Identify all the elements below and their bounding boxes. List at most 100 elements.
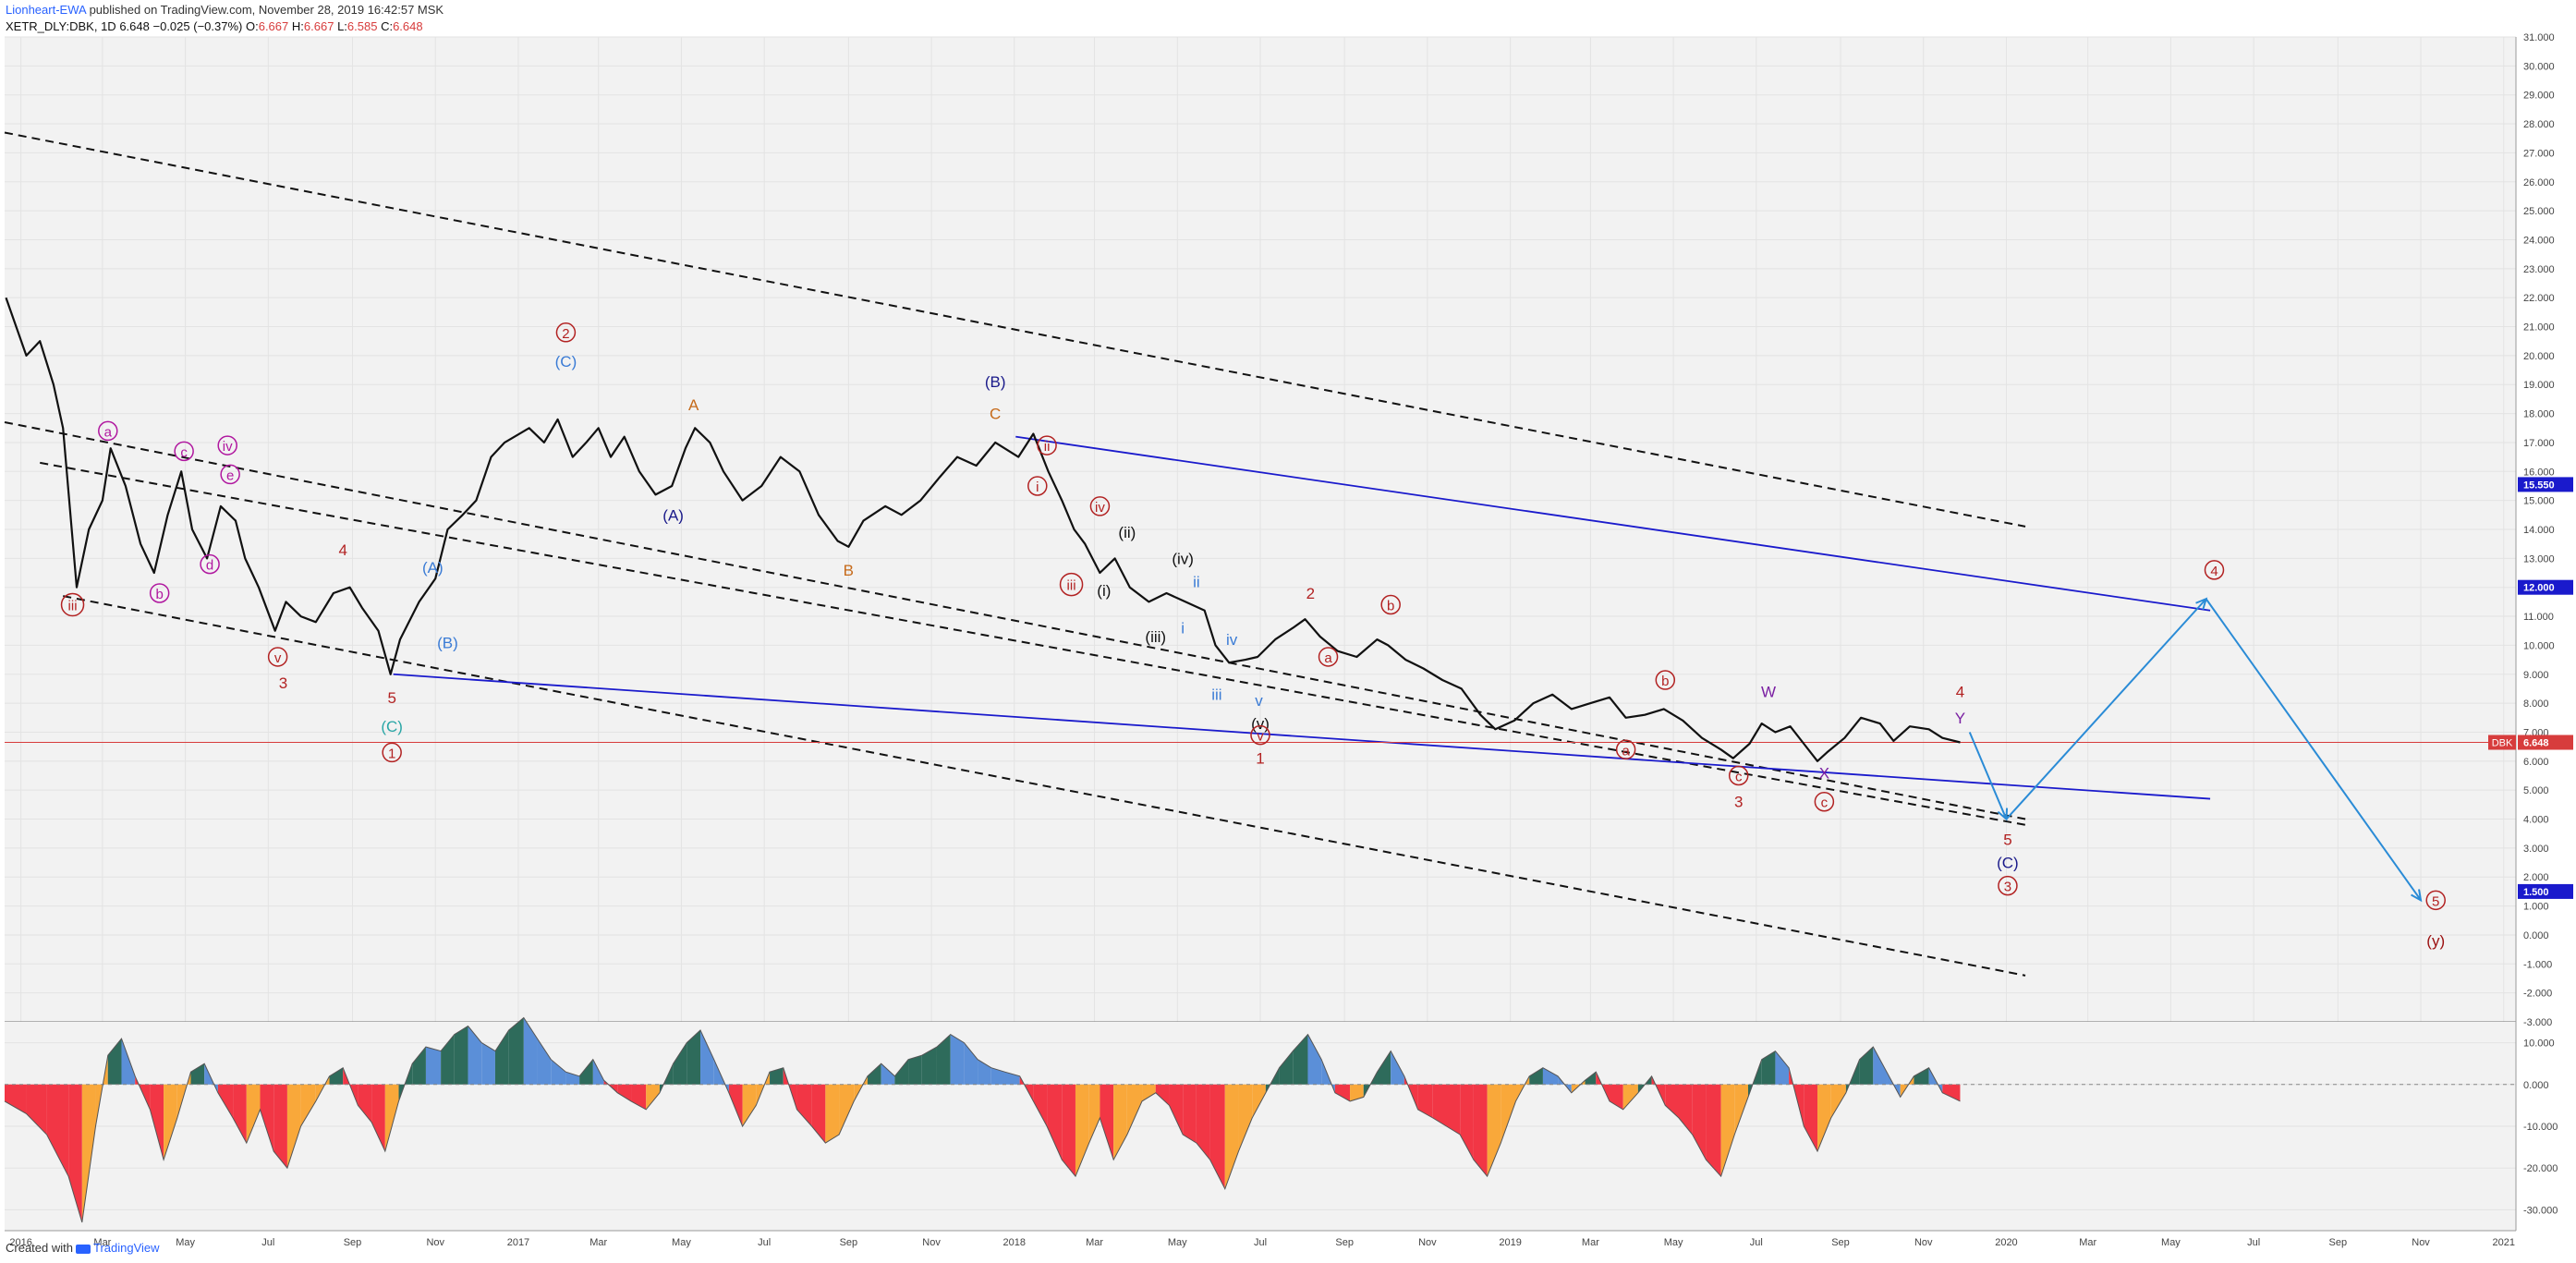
wave-label: e <box>226 468 234 483</box>
osc-area <box>687 1030 701 1085</box>
y-tick-label: 5.000 <box>2523 785 2549 796</box>
osc-area <box>425 1047 442 1085</box>
osc-area <box>1501 1084 1516 1144</box>
wave-label-circle <box>149 583 170 603</box>
wave-label: 2 <box>1306 585 1315 602</box>
wave-label: d <box>206 558 213 574</box>
osc-area <box>700 1030 714 1085</box>
wave-label: a <box>1324 650 1332 666</box>
y-tick-label: -3.000 <box>2523 1017 2552 1028</box>
osc-area <box>508 1017 524 1085</box>
open-label: O: <box>245 19 259 33</box>
osc-area <box>121 1038 136 1085</box>
x-tick-label: Sep <box>1831 1237 1850 1248</box>
y-tick-label: 21.000 <box>2523 322 2555 334</box>
price-tag-bg <box>2518 579 2573 595</box>
x-tick-label: 2017 <box>507 1237 529 1248</box>
price-tag-label: 15.550 <box>2523 480 2555 491</box>
osc-area <box>770 1067 784 1085</box>
osc-area <box>908 1055 922 1085</box>
osc-area <box>673 1042 687 1085</box>
x-tick-label: Jul <box>758 1237 771 1248</box>
osc-area <box>1126 1084 1143 1135</box>
wave-label: (B) <box>985 373 1006 391</box>
y-tick-label: 2.000 <box>2523 872 2549 883</box>
wave-label: b <box>155 587 163 602</box>
osc-area <box>1596 1072 1610 1101</box>
wave-label: v <box>1255 692 1263 710</box>
wave-label-circle <box>1027 476 1048 496</box>
wave-label: iii <box>1067 578 1076 594</box>
author-link[interactable]: Lionheart-EWA <box>6 3 86 17</box>
symbol-name[interactable]: XETR_DLY:DBK, 1D <box>6 19 116 33</box>
osc-area <box>1817 1084 1831 1152</box>
price-tag-bg <box>2518 883 2573 899</box>
wave-label: 3 <box>279 674 287 692</box>
osc-area <box>1252 1084 1266 1118</box>
osc-area <box>1019 1075 1034 1101</box>
last-price: 6.648 <box>119 19 150 33</box>
wave-label: iv <box>1226 631 1238 649</box>
y-tick-label: 27.000 <box>2523 148 2555 159</box>
osc-area <box>811 1084 826 1144</box>
wave-label: (C) <box>381 718 403 735</box>
tradingview-link[interactable]: TradingView <box>92 1241 160 1255</box>
y-tick-label: -1.000 <box>2523 959 2552 970</box>
wave-label: (A) <box>662 506 684 524</box>
osc-area <box>1350 1084 1364 1101</box>
x-tick-label: May <box>672 1237 691 1248</box>
y-tick-label: 9.000 <box>2523 670 2549 681</box>
osc-area <box>1529 1067 1543 1085</box>
wave-label: a <box>104 424 113 440</box>
x-tick-label: Sep <box>2329 1237 2348 1248</box>
x-tick-label: 2021 <box>2493 1237 2515 1248</box>
osc-area <box>1942 1084 1961 1101</box>
osc-area <box>233 1084 247 1144</box>
osc-area <box>1062 1084 1075 1177</box>
osc-area <box>95 1055 108 1126</box>
osc-area <box>1432 1084 1447 1126</box>
price-series <box>5 297 1961 762</box>
close-label: C: <box>381 19 394 33</box>
x-tick-label: Nov <box>1914 1237 1933 1248</box>
y-tick-label: 23.000 <box>2523 264 2555 275</box>
y-tick-label: 28.000 <box>2523 119 2555 130</box>
osc-area <box>867 1063 881 1085</box>
wave-label: b <box>1661 674 1669 689</box>
wave-label: A <box>688 396 699 414</box>
wave-label-circle <box>98 420 118 442</box>
osc-area <box>1033 1084 1048 1126</box>
price-tag-label: 12.000 <box>2523 583 2555 594</box>
osc-area <box>881 1063 895 1085</box>
osc-area <box>246 1084 261 1144</box>
wave-label: (A) <box>422 559 444 577</box>
time-axis[interactable]: 2016 Mar May Jul Sep Nov 2017 Mar May Jul Sep Nov 20… <box>5 1230 2516 1248</box>
y-tick-label: 8.000 <box>2523 698 2549 710</box>
tradingview-logo-icon <box>75 1244 91 1254</box>
arrow-head <box>2411 889 2423 903</box>
osc-tick-label: 0.000 <box>2523 1080 2549 1091</box>
wave-label-circle <box>1250 724 1270 746</box>
osc-area <box>742 1084 757 1126</box>
x-tick-label: 2018 <box>1003 1237 1026 1248</box>
osc-area <box>5 1084 27 1114</box>
wave-label: iv <box>1095 500 1105 516</box>
open-value: 6.667 <box>258 19 289 33</box>
y-tick-label: 1.000 <box>2523 902 2549 913</box>
osc-area <box>551 1059 566 1085</box>
y-tick-label: 20.000 <box>2523 351 2555 362</box>
wave-label-circle <box>267 647 288 667</box>
projection-segment <box>2205 598 2422 901</box>
lower-channel-dashed <box>63 595 2026 977</box>
wave-label: 1 <box>388 746 395 761</box>
osc-area <box>454 1026 468 1085</box>
price-axis[interactable]: 31.000 30.000 29.000 28.000 27.000 26.000 25.0… <box>2515 32 2555 1231</box>
osc-area <box>164 1084 177 1160</box>
osc-area <box>371 1084 385 1152</box>
x-tick-label: May <box>1168 1237 1187 1248</box>
oscillator-axis[interactable]: 10.000 0.000 -10.000 -20.000 -30.000 <box>2523 1038 2558 1217</box>
osc-area <box>950 1034 965 1085</box>
x-tick-label: Jul <box>2247 1237 2260 1248</box>
